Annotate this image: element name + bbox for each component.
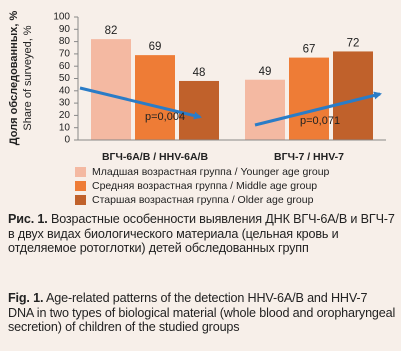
legend-swatch (75, 167, 86, 177)
annotation: p=0,004 (145, 111, 185, 123)
y-tick-label: 70 (59, 49, 71, 60)
y-tick-label: 100 (53, 12, 70, 23)
y-tick-label: 90 (59, 24, 71, 35)
trend-arrows: p=0,004 p=0,071 (79, 86, 382, 127)
caption-text: Возрастные особенности выявления ДНК ВГЧ… (8, 212, 395, 256)
legend-label: Средняя возрастная группа / Middle age g… (92, 180, 317, 192)
trend-arrow (79, 86, 202, 120)
value-label: 48 (193, 67, 206, 79)
y-tick-label: 60 (59, 61, 71, 72)
value-label: 72 (347, 37, 360, 49)
value-label: 67 (303, 44, 316, 56)
value-label: 49 (259, 66, 272, 78)
y-tick-label: 40 (59, 85, 71, 96)
legend-label: Младшая возрастная группа / Younger age … (92, 166, 330, 178)
y-tick-label: 30 (59, 98, 71, 109)
value-label: 69 (149, 41, 162, 53)
bar (91, 39, 131, 140)
bar (333, 51, 373, 140)
legend-swatch (75, 181, 86, 191)
y-tick-label: 10 (59, 122, 71, 133)
y-tick-label: 20 (59, 110, 71, 121)
bar (179, 80, 219, 140)
y-axis-label: Доля обследованных, % (8, 11, 20, 146)
caption-ru: Рис. 1. Возрастные особенности выявления… (8, 212, 396, 256)
x-tick-label: ВГЧ-7 / HHV-7 (274, 151, 344, 163)
legend-swatch (75, 195, 86, 205)
y-tick-label: 0 (64, 135, 70, 146)
legend-label: Старшая возрастная группа / Older age gr… (92, 194, 314, 206)
y-tick-label: 80 (59, 36, 71, 47)
annotation: p=0,071 (300, 115, 340, 127)
caption-label: Рис. 1. (8, 212, 48, 226)
bar (245, 79, 285, 140)
chart: Доля обследованных, % Share of surveyed,… (8, 11, 386, 206)
y-axis-label-en: Share of surveyed, % (22, 25, 34, 130)
y-tick-label: 50 (59, 73, 71, 84)
caption-text: Age-related patterns of the detection HH… (8, 291, 396, 335)
bar (289, 57, 329, 141)
trend-arrow (254, 91, 382, 127)
caption-en: Fig. 1. Age-related patterns of the dete… (8, 291, 396, 335)
value-label: 82 (105, 25, 118, 37)
bar (135, 55, 175, 140)
caption-label: Fig. 1. (8, 291, 44, 305)
x-tick-label: ВГЧ-6А/В / HHV-6A/B (102, 151, 209, 163)
